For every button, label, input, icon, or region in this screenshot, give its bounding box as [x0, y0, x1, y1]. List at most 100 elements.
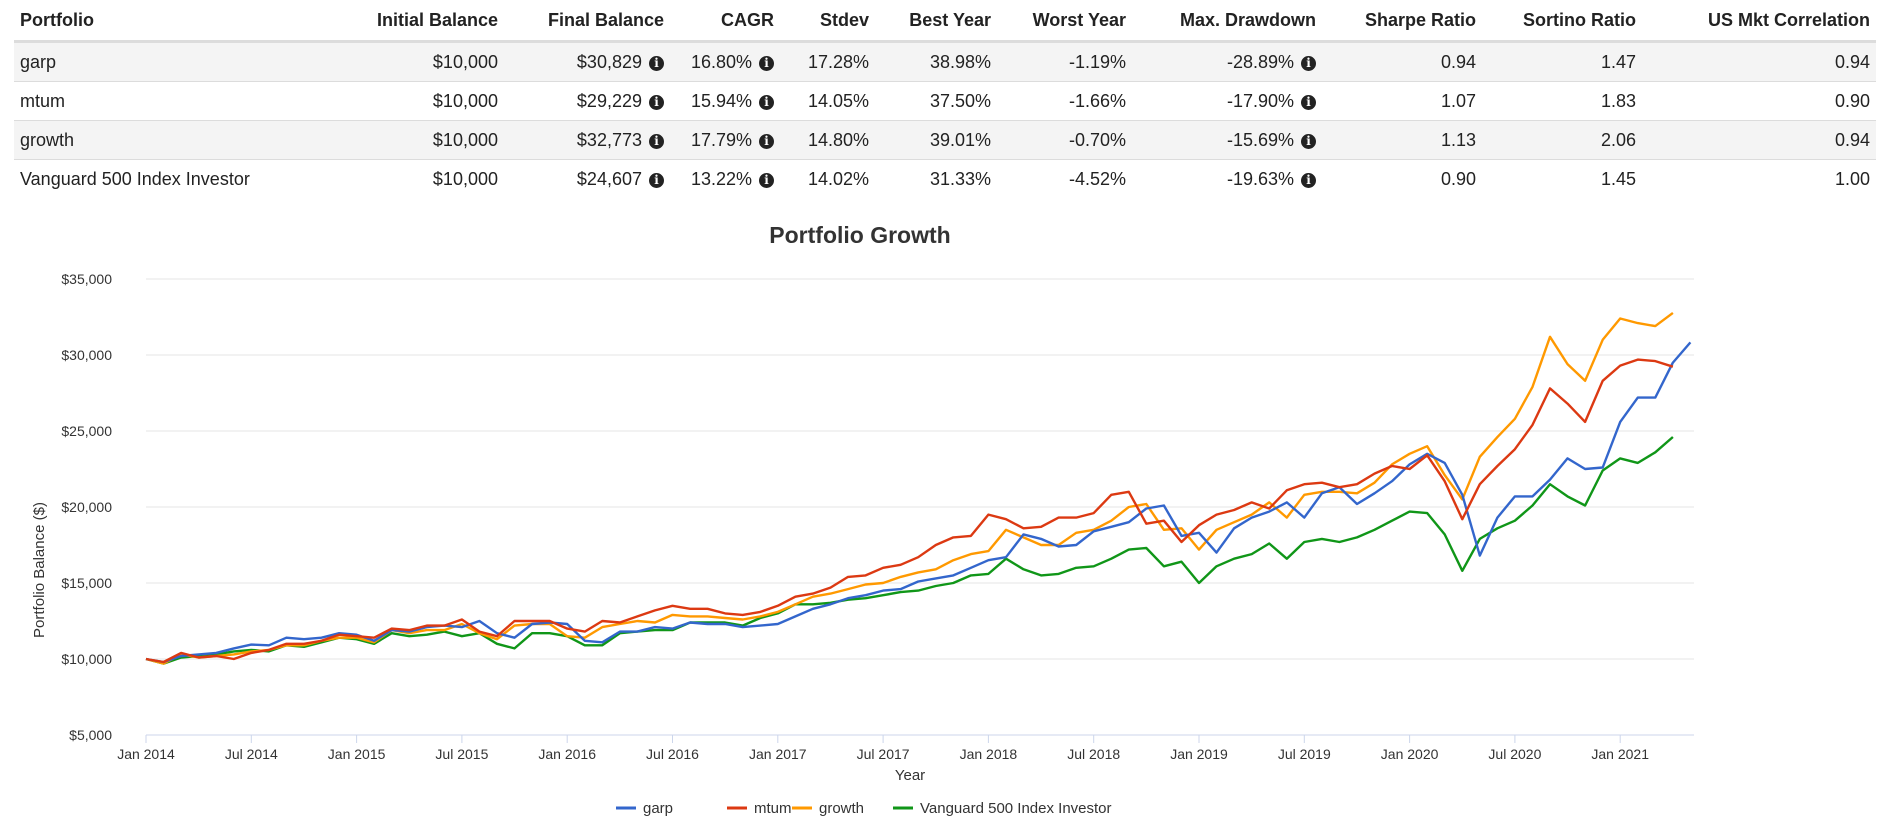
chart-legend[interactable]: garp mtum growth Vanguard 500 Index Investo… — [616, 800, 1112, 817]
chart-series[interactable] — [145, 311, 1692, 665]
cell-final-balance: $30,829 i — [504, 41, 670, 82]
cell-us-mkt-correlation: 1.00 — [1642, 159, 1876, 198]
cell-us-mkt-correlation: 0.90 — [1642, 81, 1876, 121]
header-best-year[interactable]: Best Year — [875, 0, 997, 43]
max-drawdown-value: -15.69% — [1226, 129, 1294, 150]
header-stdev[interactable]: Stdev — [780, 0, 875, 43]
info-icon[interactable]: i — [649, 133, 664, 149]
legend-item-vanguard[interactable]: Vanguard 500 Index Investor — [893, 800, 1112, 817]
cell-us-mkt-correlation: 0.94 — [1642, 41, 1876, 82]
cell-sortino-ratio: 1.45 — [1482, 159, 1642, 198]
table-row: Vanguard 500 Index Investor $10,000 $24,… — [14, 159, 1876, 198]
info-icon[interactable]: i — [759, 94, 774, 110]
header-final-balance[interactable]: Final Balance — [504, 0, 670, 43]
header-portfolio[interactable]: Portfolio — [14, 0, 264, 43]
cell-max-drawdown: -17.90% i — [1132, 81, 1322, 121]
cell-portfolio: growth — [14, 120, 264, 160]
cagr-value: 15.94% — [690, 90, 752, 111]
portfolio-growth-chart[interactable]: Portfolio Growth $5,000 $10,000 $15,000 $20… — [0, 215, 1882, 830]
legend-item-growth[interactable]: growth — [792, 800, 864, 817]
table-row: garp $10,000 $30,829 i 16.80% i 17.28% 38.… — [14, 41, 1876, 82]
max-drawdown-value: -28.89% — [1226, 51, 1294, 72]
table-row: growth $10,000 $32,773 i 17.79% i 14.80% 3… — [14, 120, 1876, 160]
cell-best-year: 39.01% — [875, 120, 997, 160]
cell-sortino-ratio: 2.06 — [1482, 120, 1642, 160]
series-line-vanguard[interactable] — [145, 436, 1674, 665]
cagr-value: 16.80% — [690, 51, 752, 72]
header-worst-year[interactable]: Worst Year — [997, 0, 1132, 43]
series-line-garp[interactable] — [145, 341, 1692, 664]
x-tick-label: Jul 2016 — [646, 746, 699, 762]
legend-label: Vanguard 500 Index Investor — [920, 800, 1112, 817]
final-balance-value: $29,229 — [576, 90, 642, 111]
header-initial-balance[interactable]: Initial Balance — [264, 0, 504, 43]
cell-stdev: 17.28% — [780, 41, 875, 82]
x-axis-title: Year — [895, 767, 925, 784]
x-tick-label: Jan 2014 — [117, 746, 175, 762]
cell-sharpe-ratio: 0.94 — [1322, 41, 1482, 82]
cell-stdev: 14.02% — [780, 159, 875, 198]
cell-portfolio: garp — [14, 41, 264, 82]
info-icon[interactable]: i — [1301, 133, 1316, 149]
cell-best-year: 31.33% — [875, 159, 997, 198]
x-tick-label: Jul 2018 — [1067, 746, 1120, 762]
cell-initial-balance: $10,000 — [264, 159, 504, 198]
info-icon[interactable]: i — [1301, 172, 1316, 188]
y-axis-ticks: $5,000 $10,000 $15,000 $20,000 $25,000 $30,00… — [61, 271, 112, 743]
series-line-growth[interactable] — [145, 311, 1674, 665]
chart-grid — [146, 278, 1694, 736]
cell-worst-year: -4.52% — [997, 159, 1132, 198]
header-max-drawdown[interactable]: Max. Drawdown — [1132, 0, 1322, 43]
x-tick-label: Jul 2014 — [225, 746, 278, 762]
legend-item-garp[interactable]: garp — [616, 800, 673, 817]
info-icon[interactable]: i — [759, 133, 774, 149]
header-sortino-ratio[interactable]: Sortino Ratio — [1482, 0, 1642, 43]
y-tick-label: $35,000 — [61, 271, 112, 287]
cell-cagr: 17.79% i — [670, 120, 780, 160]
cell-cagr: 15.94% i — [670, 81, 780, 121]
legend-label: growth — [819, 800, 864, 817]
y-tick-label: $10,000 — [61, 651, 112, 667]
cell-sortino-ratio: 1.83 — [1482, 81, 1642, 121]
x-tick-label: Jan 2019 — [1170, 746, 1228, 762]
x-tick-label: Jan 2015 — [328, 746, 386, 762]
x-tick-label: Jan 2017 — [749, 746, 807, 762]
cell-portfolio: Vanguard 500 Index Investor — [14, 159, 264, 198]
x-tick-label: Jul 2015 — [435, 746, 488, 762]
portfolio-stats-table: Portfolio Initial Balance Final Balance … — [14, 0, 1876, 198]
series-line-mtum[interactable] — [145, 358, 1674, 664]
info-icon[interactable]: i — [649, 55, 664, 71]
legend-item-mtum[interactable]: mtum — [727, 800, 792, 817]
info-icon[interactable]: i — [1301, 94, 1316, 110]
final-balance-value: $24,607 — [576, 168, 642, 189]
y-tick-label: $20,000 — [61, 499, 112, 515]
cell-sharpe-ratio: 1.07 — [1322, 81, 1482, 121]
info-icon[interactable]: i — [759, 172, 774, 188]
header-cagr[interactable]: CAGR — [670, 0, 780, 43]
cell-sharpe-ratio: 0.90 — [1322, 159, 1482, 198]
header-sharpe-ratio[interactable]: Sharpe Ratio — [1322, 0, 1482, 43]
cell-us-mkt-correlation: 0.94 — [1642, 120, 1876, 160]
cell-final-balance: $29,229 i — [504, 81, 670, 121]
info-icon[interactable]: i — [759, 55, 774, 71]
x-tick-label: Jul 2019 — [1278, 746, 1331, 762]
info-icon[interactable]: i — [1301, 55, 1316, 71]
final-balance-value: $32,773 — [576, 129, 642, 150]
max-drawdown-value: -17.90% — [1226, 90, 1294, 111]
cell-portfolio: mtum — [14, 81, 264, 121]
cell-final-balance: $24,607 i — [504, 159, 670, 198]
cagr-value: 13.22% — [690, 168, 752, 189]
cell-worst-year: -1.19% — [997, 41, 1132, 82]
x-axis-ticks: Jan 2014 Jul 2014 Jan 2015 Jul 2015 Jan 2016… — [117, 735, 1649, 762]
x-tick-label: Jan 2020 — [1381, 746, 1439, 762]
legend-label: mtum — [754, 800, 792, 817]
cell-initial-balance: $10,000 — [264, 41, 504, 82]
info-icon[interactable]: i — [649, 94, 664, 110]
x-tick-label: Jan 2018 — [960, 746, 1018, 762]
header-us-mkt-correlation[interactable]: US Mkt Correlation — [1642, 0, 1876, 43]
cell-max-drawdown: -15.69% i — [1132, 120, 1322, 160]
cell-best-year: 38.98% — [875, 41, 997, 82]
cell-stdev: 14.05% — [780, 81, 875, 121]
info-icon[interactable]: i — [649, 172, 664, 188]
max-drawdown-value: -19.63% — [1226, 168, 1294, 189]
